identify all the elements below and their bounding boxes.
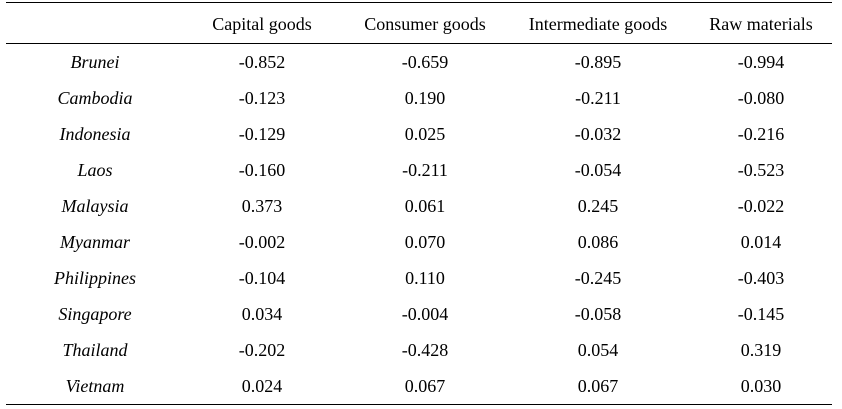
cell-capital-goods: -0.202 (238, 340, 286, 360)
table-row: Cambodia -0.123 0.190 -0.211 -0.080 (0, 80, 842, 116)
row-label-country: Philippines (54, 268, 136, 288)
cell-consumer-goods: 0.067 (404, 376, 446, 396)
cell-raw-materials: -0.994 (737, 52, 785, 72)
cell-raw-materials: -0.080 (737, 88, 785, 108)
cell-intermediate-goods: -0.032 (574, 124, 622, 144)
cell-intermediate-goods: 0.245 (577, 196, 619, 216)
cell-intermediate-goods: -0.054 (574, 160, 622, 180)
cell-consumer-goods: -0.004 (401, 304, 449, 324)
column-header-raw-materials: Raw materials (709, 14, 813, 34)
cell-raw-materials: 0.014 (740, 232, 782, 252)
cell-intermediate-goods: 0.054 (577, 340, 619, 360)
cell-capital-goods: 0.024 (241, 376, 283, 396)
column-header-intermediate-goods: Intermediate goods (528, 14, 668, 34)
cell-consumer-goods: 0.025 (404, 124, 446, 144)
row-label-country: Thailand (62, 340, 128, 360)
table-row: Vietnam 0.024 0.067 0.067 0.030 (0, 368, 842, 404)
column-header-capital-goods: Capital goods (212, 14, 312, 34)
cell-raw-materials: -0.145 (737, 304, 785, 324)
row-label-country: Laos (77, 160, 113, 180)
cell-consumer-goods: -0.428 (401, 340, 449, 360)
cell-capital-goods: -0.129 (238, 124, 286, 144)
table-top-rule (6, 2, 832, 3)
cell-raw-materials: 0.319 (740, 340, 782, 360)
column-header-consumer-goods: Consumer goods (364, 14, 486, 34)
table-row: Laos -0.160 -0.211 -0.054 -0.523 (0, 152, 842, 188)
cell-consumer-goods: -0.659 (401, 52, 449, 72)
cell-capital-goods: 0.373 (241, 196, 283, 216)
table-row: Indonesia -0.129 0.025 -0.032 -0.216 (0, 116, 842, 152)
cell-capital-goods: -0.123 (238, 88, 286, 108)
cell-capital-goods: -0.002 (238, 232, 286, 252)
table-row: Thailand -0.202 -0.428 0.054 0.319 (0, 332, 842, 368)
cell-intermediate-goods: 0.086 (577, 232, 619, 252)
table-header-row: Capital goods Consumer goods Intermediat… (0, 12, 842, 36)
cell-intermediate-goods: -0.058 (574, 304, 622, 324)
row-label-country: Singapore (58, 304, 132, 324)
table-bottom-rule (6, 404, 832, 405)
cell-raw-materials: -0.523 (737, 160, 785, 180)
row-label-country: Indonesia (59, 124, 131, 144)
row-label-country: Brunei (70, 52, 120, 72)
cell-capital-goods: -0.160 (238, 160, 286, 180)
table-body: Brunei -0.852 -0.659 -0.895 -0.994 Cambo… (0, 44, 842, 404)
table-header-rule (6, 43, 832, 44)
row-label-country: Myanmar (60, 232, 130, 252)
cell-raw-materials: -0.403 (737, 268, 785, 288)
table-row: Myanmar -0.002 0.070 0.086 0.014 (0, 224, 842, 260)
table-row: Singapore 0.034 -0.004 -0.058 -0.145 (0, 296, 842, 332)
cell-consumer-goods: -0.211 (402, 160, 448, 180)
row-label-country: Malaysia (61, 196, 129, 216)
row-label-country: Cambodia (57, 88, 133, 108)
table-row: Brunei -0.852 -0.659 -0.895 -0.994 (0, 44, 842, 80)
cell-consumer-goods: 0.110 (405, 268, 445, 288)
table-row: Malaysia 0.373 0.061 0.245 -0.022 (0, 188, 842, 224)
cell-intermediate-goods: -0.211 (575, 88, 621, 108)
cell-intermediate-goods: 0.067 (577, 376, 619, 396)
cell-raw-materials: -0.022 (737, 196, 785, 216)
cell-intermediate-goods: -0.895 (574, 52, 622, 72)
row-label-country: Vietnam (65, 376, 125, 396)
cell-consumer-goods: 0.190 (404, 88, 446, 108)
cell-capital-goods: 0.034 (241, 304, 283, 324)
cell-raw-materials: 0.030 (740, 376, 782, 396)
cell-consumer-goods: 0.070 (404, 232, 446, 252)
cell-capital-goods: -0.104 (238, 268, 286, 288)
cell-capital-goods: -0.852 (238, 52, 286, 72)
table-row: Philippines -0.104 0.110 -0.245 -0.403 (0, 260, 842, 296)
cell-raw-materials: -0.216 (737, 124, 785, 144)
cell-consumer-goods: 0.061 (404, 196, 446, 216)
cell-intermediate-goods: -0.245 (574, 268, 622, 288)
